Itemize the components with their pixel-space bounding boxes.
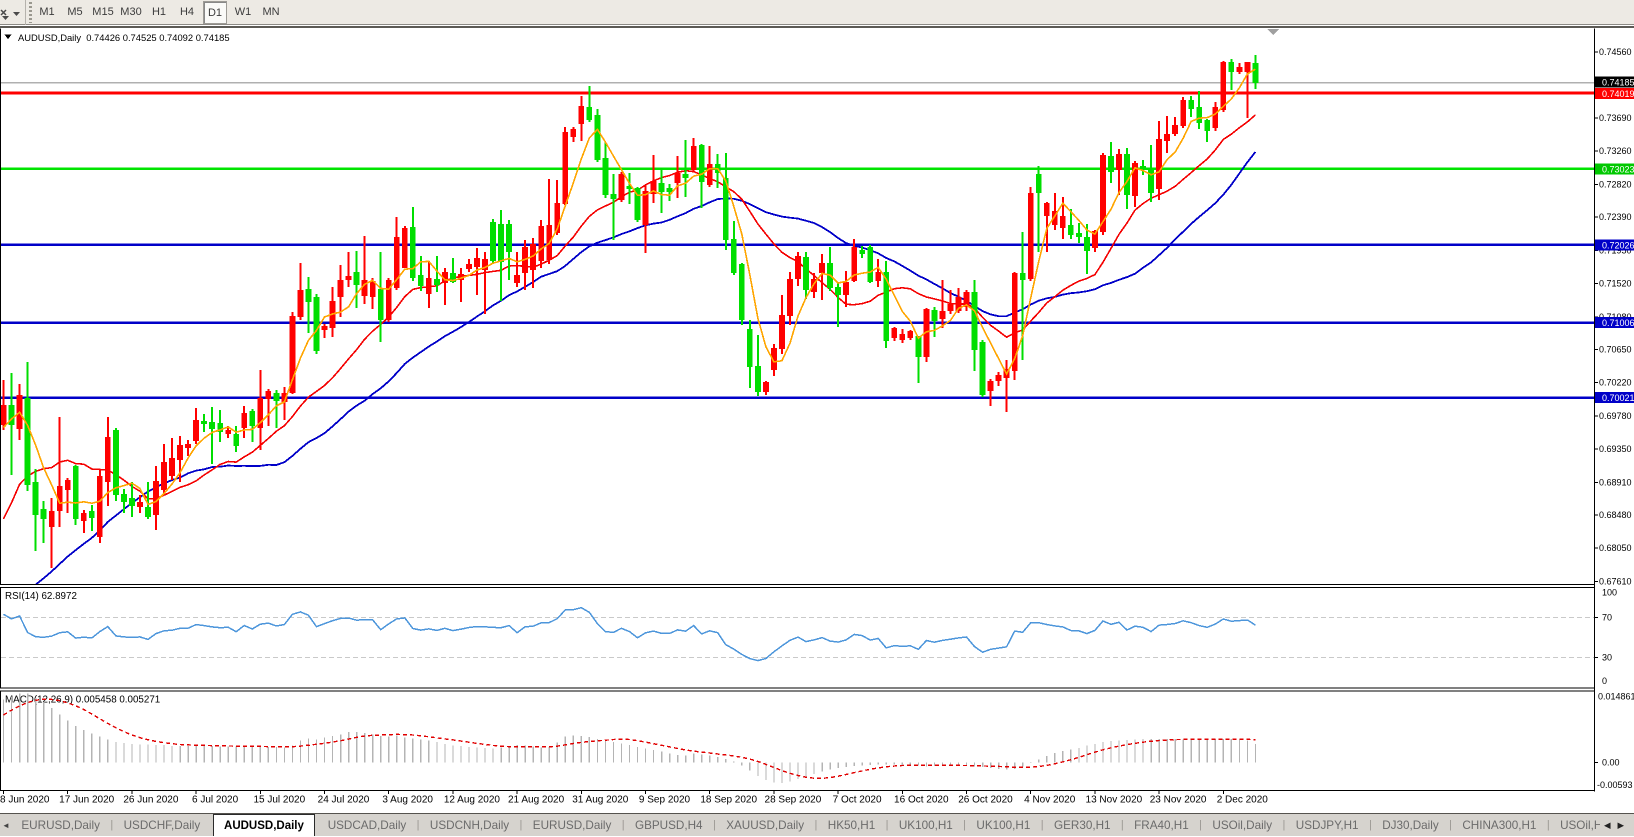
svg-text:0.72390: 0.72390 xyxy=(1599,212,1632,222)
svg-text:0.70650: 0.70650 xyxy=(1599,345,1632,355)
svg-text:-0.00593: -0.00593 xyxy=(1597,780,1633,790)
svg-text:31 Aug 2020: 31 Aug 2020 xyxy=(572,795,629,806)
svg-text:0.73690: 0.73690 xyxy=(1599,113,1632,123)
svg-text:0.74019: 0.74019 xyxy=(1602,89,1634,99)
svg-text:28 Sep 2020: 28 Sep 2020 xyxy=(765,795,822,806)
svg-text:0: 0 xyxy=(1602,676,1607,686)
svg-text:AUDUSD,Daily 0.74426 0.74525: AUDUSD,Daily 0.74426 0.74525 0.74092 0.7… xyxy=(18,32,230,43)
svg-text:0.74185: 0.74185 xyxy=(1602,78,1634,88)
svg-text:26 Jun 2020: 26 Jun 2020 xyxy=(123,795,178,806)
svg-text:23 Nov 2020: 23 Nov 2020 xyxy=(1150,795,1207,806)
svg-text:0.69350: 0.69350 xyxy=(1599,444,1632,454)
svg-text:24 Jul 2020: 24 Jul 2020 xyxy=(318,795,370,806)
svg-text:0.72026: 0.72026 xyxy=(1602,240,1634,250)
svg-text:0.73023: 0.73023 xyxy=(1602,164,1634,174)
svg-text:0.68910: 0.68910 xyxy=(1599,477,1632,487)
svg-text:0.68050: 0.68050 xyxy=(1599,543,1632,553)
svg-text:0.71950: 0.71950 xyxy=(1599,246,1632,256)
svg-text:0.70220: 0.70220 xyxy=(1599,378,1632,388)
svg-text:0.00: 0.00 xyxy=(1602,758,1620,768)
svg-text:18 Sep 2020: 18 Sep 2020 xyxy=(700,795,757,806)
svg-text:12 Aug 2020: 12 Aug 2020 xyxy=(444,795,501,806)
svg-text:7 Oct 2020: 7 Oct 2020 xyxy=(833,795,882,806)
svg-text:17 Jun 2020: 17 Jun 2020 xyxy=(59,795,114,806)
svg-text:0.71520: 0.71520 xyxy=(1599,278,1632,288)
svg-text:0.73260: 0.73260 xyxy=(1599,146,1632,156)
svg-text:0.70021: 0.70021 xyxy=(1602,393,1634,403)
svg-text:100: 100 xyxy=(1602,588,1617,598)
svg-text:MACD(12,26,9) 0.005458 0.00527: MACD(12,26,9) 0.005458 0.005271 xyxy=(5,695,160,706)
svg-text:0.69780: 0.69780 xyxy=(1599,411,1632,421)
svg-text:16 Oct 2020: 16 Oct 2020 xyxy=(894,795,949,806)
svg-text:9 Sep 2020: 9 Sep 2020 xyxy=(639,795,691,806)
svg-text:6 Jul 2020: 6 Jul 2020 xyxy=(192,795,239,806)
svg-text:0.74560: 0.74560 xyxy=(1599,47,1632,57)
svg-text:0.72820: 0.72820 xyxy=(1599,179,1632,189)
svg-text:21 Aug 2020: 21 Aug 2020 xyxy=(508,795,565,806)
svg-text:15 Jul 2020: 15 Jul 2020 xyxy=(253,795,305,806)
svg-text:2 Dec 2020: 2 Dec 2020 xyxy=(1217,795,1269,806)
svg-text:0.67610: 0.67610 xyxy=(1599,576,1632,586)
svg-text:RSI(14) 62.8972: RSI(14) 62.8972 xyxy=(5,591,77,602)
svg-text:30: 30 xyxy=(1602,653,1612,663)
svg-text:0.71006: 0.71006 xyxy=(1602,318,1634,328)
svg-text:26 Oct 2020: 26 Oct 2020 xyxy=(958,795,1013,806)
svg-text:0.71080: 0.71080 xyxy=(1599,312,1632,322)
svg-text:0.68480: 0.68480 xyxy=(1599,510,1632,520)
svg-text:0.014861: 0.014861 xyxy=(1598,692,1634,702)
svg-text:13 Nov 2020: 13 Nov 2020 xyxy=(1086,795,1143,806)
svg-text:3 Aug 2020: 3 Aug 2020 xyxy=(382,795,433,806)
svg-text:8 Jun 2020: 8 Jun 2020 xyxy=(0,795,50,806)
svg-text:70: 70 xyxy=(1602,613,1612,623)
svg-text:4 Nov 2020: 4 Nov 2020 xyxy=(1024,795,1076,806)
